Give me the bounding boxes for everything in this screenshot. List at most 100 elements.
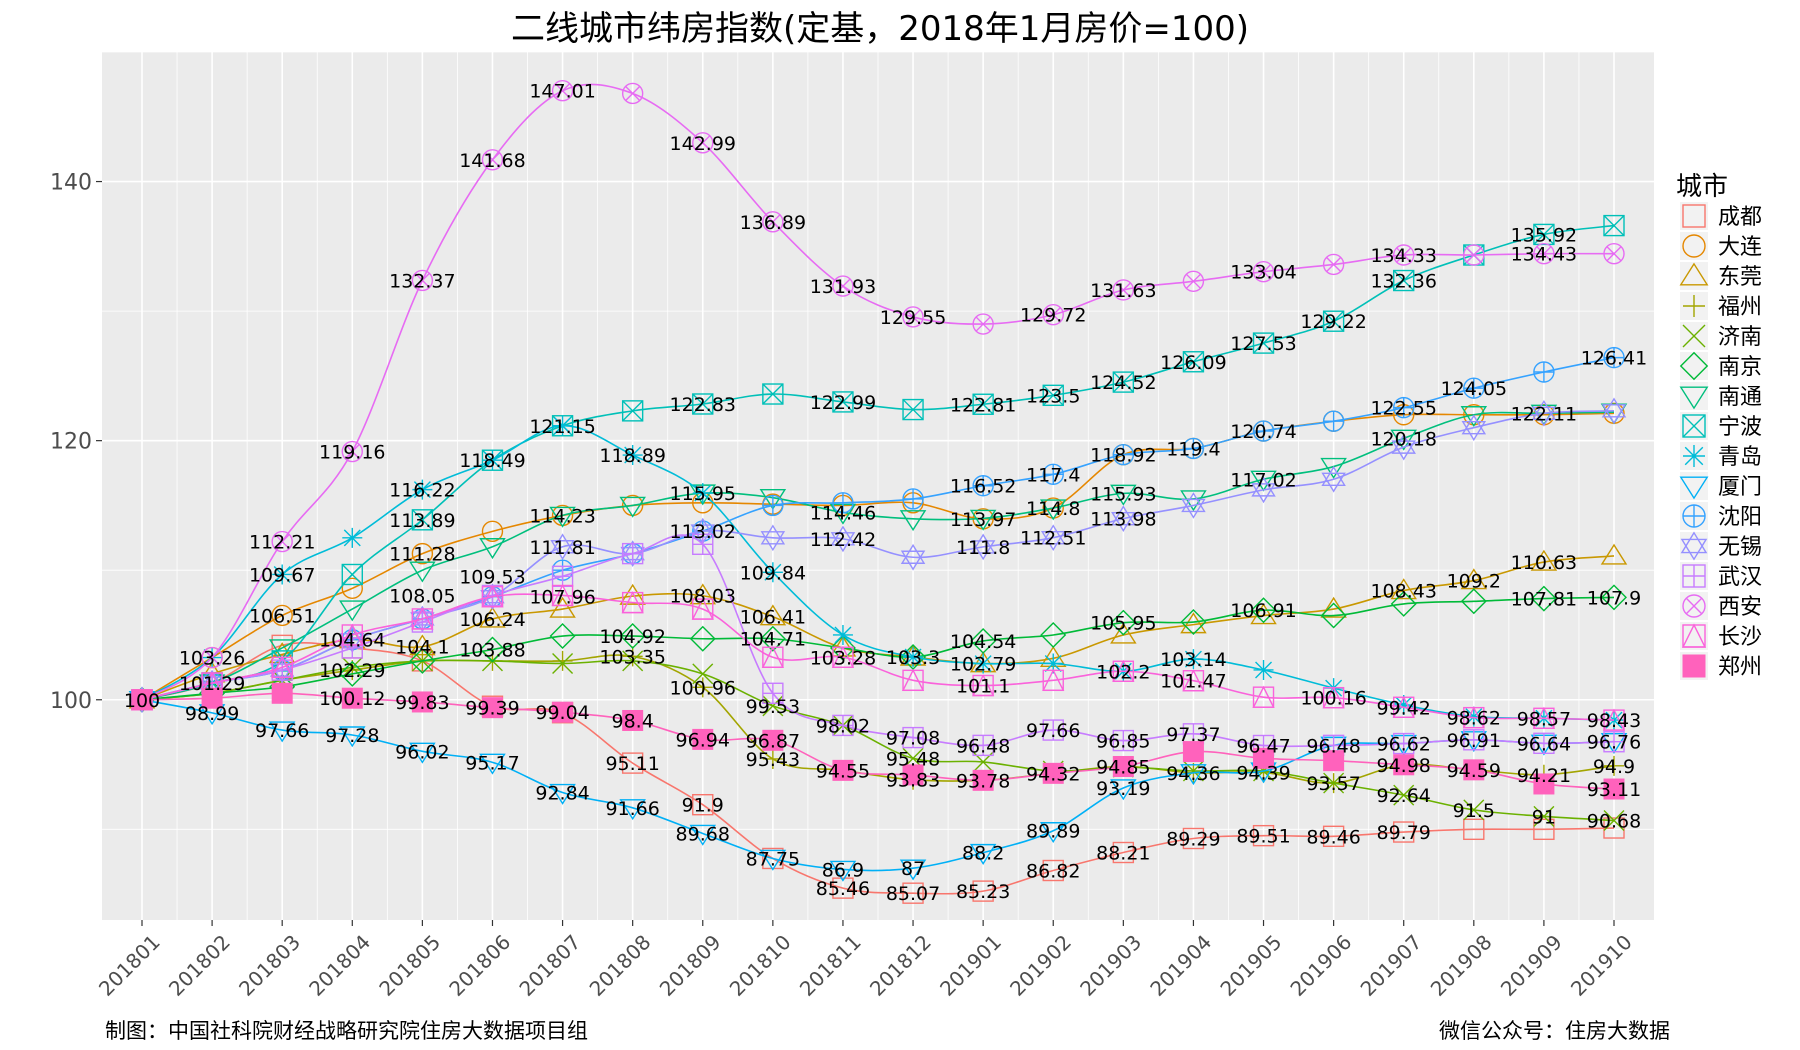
point-marker bbox=[1181, 492, 1206, 513]
point-marker bbox=[1679, 476, 1709, 500]
data-label: 136.89 bbox=[740, 212, 806, 234]
point-marker bbox=[762, 748, 783, 769]
chart-title: 二线城市纬房指数(定基，2018年1月房价=100) bbox=[511, 9, 1249, 49]
point-marker bbox=[1183, 723, 1204, 744]
data-label: 108.05 bbox=[389, 585, 455, 607]
data-label: 101.47 bbox=[1160, 671, 1226, 693]
series-长沙 bbox=[130, 583, 1626, 731]
point-marker bbox=[341, 623, 364, 646]
legend-key bbox=[1681, 623, 1707, 648]
point-marker bbox=[411, 509, 434, 531]
point-marker bbox=[899, 510, 927, 532]
point-marker bbox=[1682, 414, 1706, 438]
series-青岛 bbox=[132, 415, 1624, 731]
point-marker bbox=[1392, 695, 1415, 718]
point-marker bbox=[555, 83, 571, 99]
point-marker bbox=[1322, 686, 1345, 709]
x-tick-label: 201801 bbox=[94, 930, 165, 1001]
point-marker bbox=[339, 726, 366, 748]
point-marker bbox=[1461, 414, 1487, 435]
legend-label: 成都 bbox=[1718, 205, 1762, 230]
data-label: 124.52 bbox=[1090, 372, 1156, 394]
point-marker bbox=[1039, 822, 1067, 844]
data-label: 91.5 bbox=[1453, 800, 1495, 822]
data-label: 113.02 bbox=[670, 521, 736, 543]
data-label: 104.1 bbox=[395, 637, 449, 659]
point-marker bbox=[551, 80, 574, 102]
data-label: 97.66 bbox=[255, 720, 309, 742]
data-label: 95.43 bbox=[746, 749, 800, 771]
data-label: 108.43 bbox=[1370, 581, 1436, 603]
data-label: 126.41 bbox=[1581, 348, 1647, 370]
point-marker bbox=[1606, 246, 1622, 262]
point-marker bbox=[619, 496, 646, 518]
data-label: 112.42 bbox=[810, 529, 876, 551]
data-label: 124.05 bbox=[1441, 378, 1507, 400]
data-label: 88.21 bbox=[1096, 843, 1150, 865]
data-label: 120.18 bbox=[1370, 428, 1436, 450]
point-marker bbox=[1253, 421, 1274, 442]
point-marker bbox=[1393, 397, 1414, 418]
point-marker bbox=[1601, 584, 1627, 611]
point-marker bbox=[1603, 214, 1625, 237]
point-marker bbox=[1463, 706, 1484, 727]
point-marker bbox=[340, 632, 365, 653]
point-marker bbox=[414, 272, 430, 288]
y-tick-label: 140 bbox=[50, 171, 92, 196]
data-label: 102.2 bbox=[1096, 661, 1150, 683]
data-label: 129.55 bbox=[880, 307, 946, 329]
point-marker bbox=[1040, 524, 1066, 545]
point-marker bbox=[1252, 332, 1275, 354]
x-tick-label: 201902 bbox=[1005, 930, 1076, 1001]
data-label: 95.48 bbox=[886, 748, 940, 770]
legend-label: 西安 bbox=[1718, 595, 1762, 620]
point-marker bbox=[762, 695, 784, 717]
data-label: 115.93 bbox=[1090, 483, 1156, 505]
y-tick-label: 120 bbox=[50, 430, 92, 455]
point-marker bbox=[1042, 304, 1064, 326]
data-label: 91.66 bbox=[605, 798, 659, 820]
point-marker bbox=[1182, 741, 1204, 763]
data-label: 96.76 bbox=[1587, 732, 1641, 754]
y-tick-label: 100 bbox=[50, 689, 92, 714]
x-tick-label: 201908 bbox=[1426, 930, 1497, 1001]
point-marker bbox=[1682, 324, 1706, 348]
point-marker bbox=[903, 647, 924, 668]
point-marker bbox=[970, 627, 997, 654]
point-marker bbox=[902, 399, 924, 421]
legend-key bbox=[1682, 414, 1706, 438]
series-line bbox=[141, 224, 1615, 701]
point-marker bbox=[412, 479, 433, 500]
data-label: 98.99 bbox=[185, 703, 239, 725]
point-marker bbox=[479, 753, 506, 775]
x-tick-label: 201810 bbox=[725, 930, 796, 1001]
data-label: 106.41 bbox=[740, 607, 806, 629]
x-tick-label: 201809 bbox=[655, 930, 726, 1001]
data-label: 96.87 bbox=[746, 730, 800, 752]
data-label: 90.68 bbox=[1587, 811, 1641, 833]
point-marker bbox=[1250, 603, 1277, 625]
point-marker bbox=[1533, 773, 1555, 795]
data-label: 93.83 bbox=[886, 770, 940, 792]
point-marker bbox=[1683, 505, 1705, 527]
legend-key bbox=[1682, 324, 1706, 348]
point-marker bbox=[1463, 244, 1485, 266]
point-marker bbox=[969, 843, 997, 865]
data-label: 106.24 bbox=[459, 609, 525, 631]
data-label: 118.49 bbox=[459, 450, 525, 472]
point-marker bbox=[1679, 262, 1709, 286]
point-marker bbox=[765, 214, 781, 230]
x-tick-label: 201909 bbox=[1496, 930, 1567, 1001]
point-marker bbox=[552, 701, 574, 723]
point-marker bbox=[1250, 597, 1277, 624]
point-marker bbox=[1601, 404, 1627, 425]
point-marker bbox=[1112, 371, 1135, 393]
data-label: 95.17 bbox=[465, 752, 519, 774]
point-marker bbox=[1112, 755, 1134, 777]
data-label: 97.28 bbox=[325, 725, 379, 747]
wechat-account-text: 微信公众号：住房大数据 bbox=[1439, 1019, 1670, 1043]
point-marker bbox=[1393, 244, 1415, 266]
point-marker bbox=[973, 735, 994, 756]
point-marker bbox=[341, 440, 363, 463]
